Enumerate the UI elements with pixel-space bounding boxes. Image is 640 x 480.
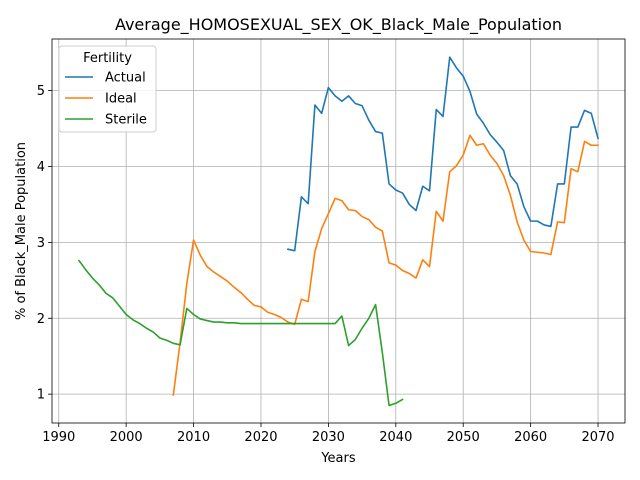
y-tick-label: 5 [37,84,45,99]
legend-frame [58,45,157,133]
chart-title: Average_HOMOSEXUAL_SEX_OK_Black_Male_Pop… [115,15,562,35]
x-tick-label: 2040 [379,430,412,445]
x-tick-label: 2010 [177,430,210,445]
y-tick-label: 2 [37,312,45,327]
x-tick-label: 2020 [244,430,277,445]
legend: Fertility Actual Ideal Sterile [58,45,157,133]
series-line-sterile [77,259,404,407]
series-layer [77,56,600,407]
x-tick-label: 2070 [581,430,614,445]
y-axis-ticks: 1 2 3 4 5 [37,84,52,403]
x-axis-label: Years [320,451,356,466]
x-tick-label: 2030 [312,430,345,445]
x-tick-label: 2060 [514,430,547,445]
y-tick-label: 4 [37,160,45,175]
x-tick-label: 1990 [42,430,75,445]
grid [52,39,625,423]
y-tick-label: 3 [37,236,45,251]
legend-label-ideal: Ideal [105,92,137,107]
series-line-actual [286,56,600,252]
x-tick-label: 2050 [447,430,480,445]
legend-title: Fertility [83,51,132,66]
legend-entries: Actual Ideal Sterile [65,71,147,128]
x-axis-ticks: 1990 2000 2010 2020 2030 2040 2050 2060 2070 [42,423,615,445]
legend-label-sterile: Sterile [105,113,147,128]
legend-label-actual: Actual [105,71,146,86]
y-axis-label: % of Black_Male Population [14,142,29,320]
series-line-ideal [172,134,599,396]
x-tick-label: 2000 [110,430,143,445]
plot-area-frame [51,38,626,424]
y-tick-label: 1 [37,388,45,403]
